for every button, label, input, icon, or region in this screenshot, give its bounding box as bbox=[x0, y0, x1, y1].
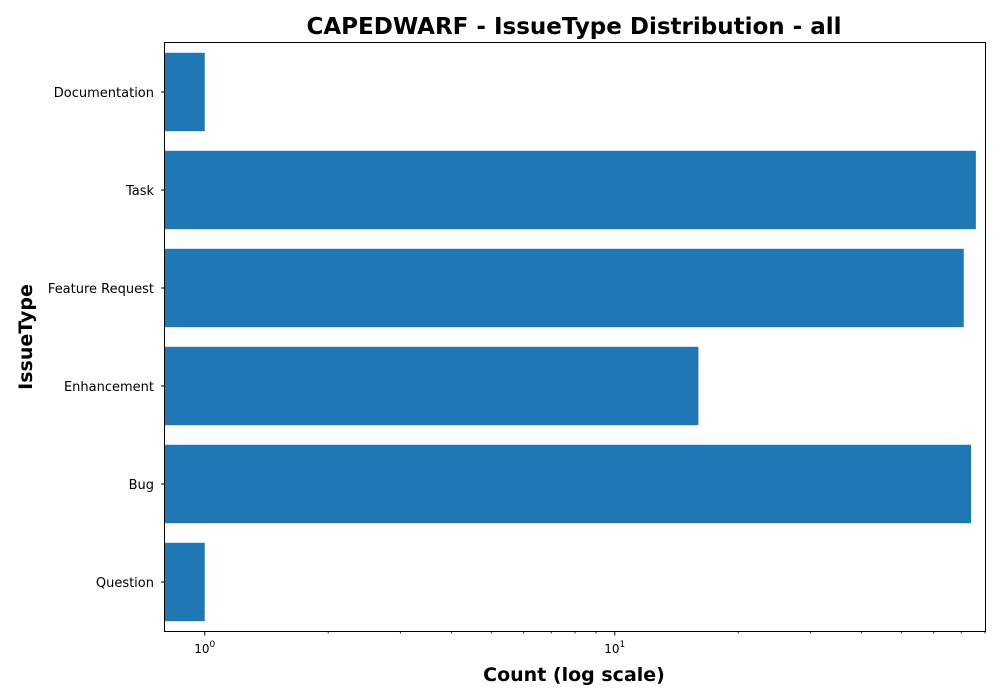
bar-question bbox=[165, 542, 205, 622]
y-tick-label: Question bbox=[96, 576, 154, 591]
y-tick-label: Documentation bbox=[54, 86, 154, 101]
bar-task bbox=[165, 150, 976, 230]
bars-group bbox=[165, 52, 976, 622]
bar-feature-request bbox=[165, 248, 964, 328]
x-axis-ticks: 100 101 bbox=[194, 631, 986, 656]
y-axis-label: IssueType bbox=[15, 284, 37, 390]
plot-frame bbox=[164, 42, 986, 632]
chart-title: CAPEDWARF - IssueType Distribution - all bbox=[306, 14, 841, 40]
bar-enhancement bbox=[165, 346, 699, 426]
y-tick-label: Enhancement bbox=[64, 380, 154, 395]
x-tick-label: 100 bbox=[194, 640, 215, 656]
y-axis-ticks: Documentation Task Feature Request Enhancem… bbox=[48, 86, 165, 591]
bar-documentation bbox=[165, 52, 205, 132]
x-tick-label: 101 bbox=[604, 640, 625, 656]
x-axis-label: Count (log scale) bbox=[483, 664, 665, 686]
bar-bug bbox=[165, 444, 972, 524]
y-tick-label: Feature Request bbox=[48, 282, 154, 297]
y-tick-label: Bug bbox=[129, 478, 154, 493]
y-tick-label: Task bbox=[125, 184, 155, 199]
